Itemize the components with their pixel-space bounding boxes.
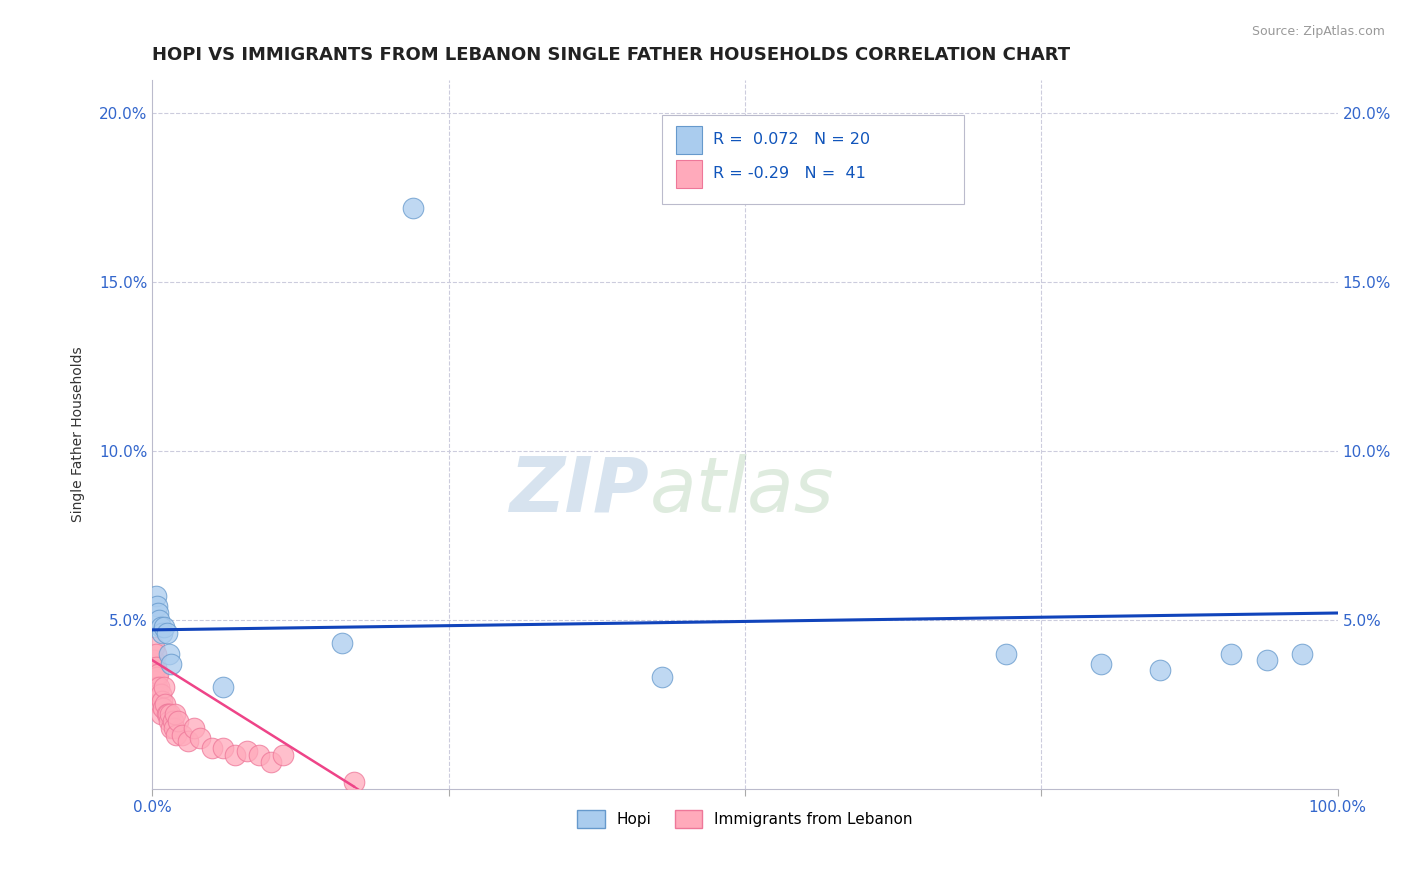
Point [148,687,170,701]
Point [149,707,172,722]
Text: HOPI VS IMMIGRANTS FROM LEBANON SINGLE FATHER HOUSEHOLDS CORRELATION CHART: HOPI VS IMMIGRANTS FROM LEBANON SINGLE F… [152,46,1070,64]
Point [145,589,167,603]
Point [1149,664,1171,678]
Point [157,647,180,661]
Point [183,721,205,735]
Point [167,714,190,728]
Point [212,741,235,756]
Point [1256,653,1278,667]
Point [146,599,169,614]
Text: R =  0.072   N = 20: R = 0.072 N = 20 [713,132,870,147]
Point [148,666,170,681]
Text: atlas: atlas [650,454,835,528]
Point [149,687,172,701]
Text: R = -0.29   N =  41: R = -0.29 N = 41 [713,167,866,181]
Point [142,640,165,654]
Point [142,653,165,667]
Point [260,755,283,769]
Point [145,647,167,661]
Point [150,694,173,708]
Point [170,727,193,741]
Point [224,747,246,762]
Point [236,744,259,758]
Point [159,707,181,722]
Point [148,697,170,711]
Point [156,707,179,722]
Text: ZIP: ZIP [510,454,650,528]
Point [143,687,166,701]
Point [152,700,174,714]
FancyBboxPatch shape [662,115,965,203]
Point [146,670,169,684]
Point [155,707,177,722]
Point [160,657,183,671]
Text: Source: ZipAtlas.com: Source: ZipAtlas.com [1251,25,1385,38]
Point [651,670,673,684]
Y-axis label: Single Father Households: Single Father Households [72,346,86,522]
Point [143,664,166,678]
Point [271,747,294,762]
Legend: Hopi, Immigrants from Lebanon: Hopi, Immigrants from Lebanon [571,805,920,834]
Point [212,680,235,694]
Point [330,636,353,650]
Point [1291,647,1313,661]
Point [165,727,187,741]
Point [188,731,211,745]
FancyBboxPatch shape [676,126,703,154]
Point [155,697,177,711]
Point [1220,647,1243,661]
Point [146,680,169,694]
Point [148,680,170,694]
Point [402,201,425,215]
Point [153,619,176,633]
Point [343,774,366,789]
Point [155,626,177,640]
Point [160,721,183,735]
Point [148,613,170,627]
Point [145,660,167,674]
Point [143,673,166,688]
Point [177,734,200,748]
Point [157,714,180,728]
Point [163,707,186,722]
Point [153,680,176,694]
Point [201,741,224,756]
Point [1090,657,1112,671]
Point [149,619,172,633]
FancyBboxPatch shape [676,160,703,188]
Point [150,626,173,640]
Point [148,606,170,620]
Point [162,714,184,728]
Point [994,647,1017,661]
Point [163,721,186,735]
Point [247,747,270,762]
